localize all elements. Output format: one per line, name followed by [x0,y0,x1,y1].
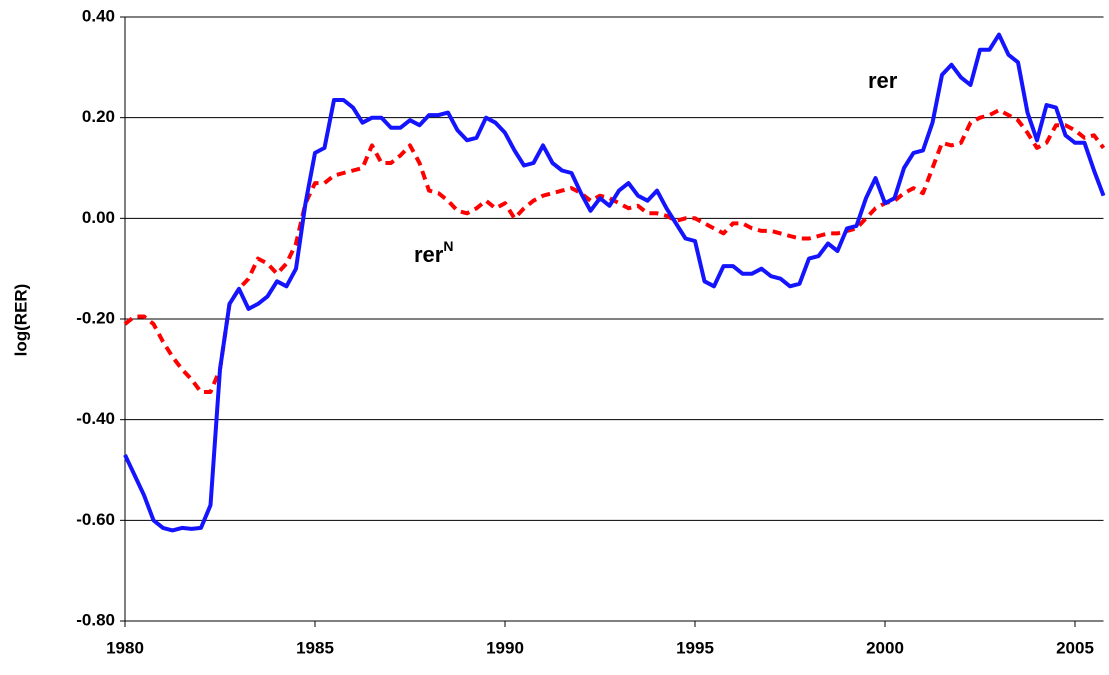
annotation-text: rer [414,242,444,267]
annotation-sup: N [443,238,453,254]
y-tick-label: -0.80 [76,610,115,629]
x-tick-label: 2005 [1056,638,1094,657]
y-tick-label: 0.40 [82,6,115,25]
annotation-text: rer [868,68,898,93]
x-tick-label: 1990 [486,638,524,657]
x-tick-label: 1985 [296,638,334,657]
annotation: rerN [414,238,453,267]
y-tick-label: -0.60 [76,510,115,529]
x-tick-label: 1980 [106,638,144,657]
x-tick-label: 1995 [676,638,714,657]
x-tick-label: 2000 [866,638,904,657]
annotation: rer [868,68,898,93]
y-tick-label: -0.20 [76,308,115,327]
y-tick-label: 0.00 [82,208,115,227]
series-line [123,32,1106,533]
series-line [123,108,1106,394]
y-tick-label: -0.40 [76,409,115,428]
y-axis-label: log(RER) [11,284,30,357]
y-tick-label: 0.20 [82,107,115,126]
